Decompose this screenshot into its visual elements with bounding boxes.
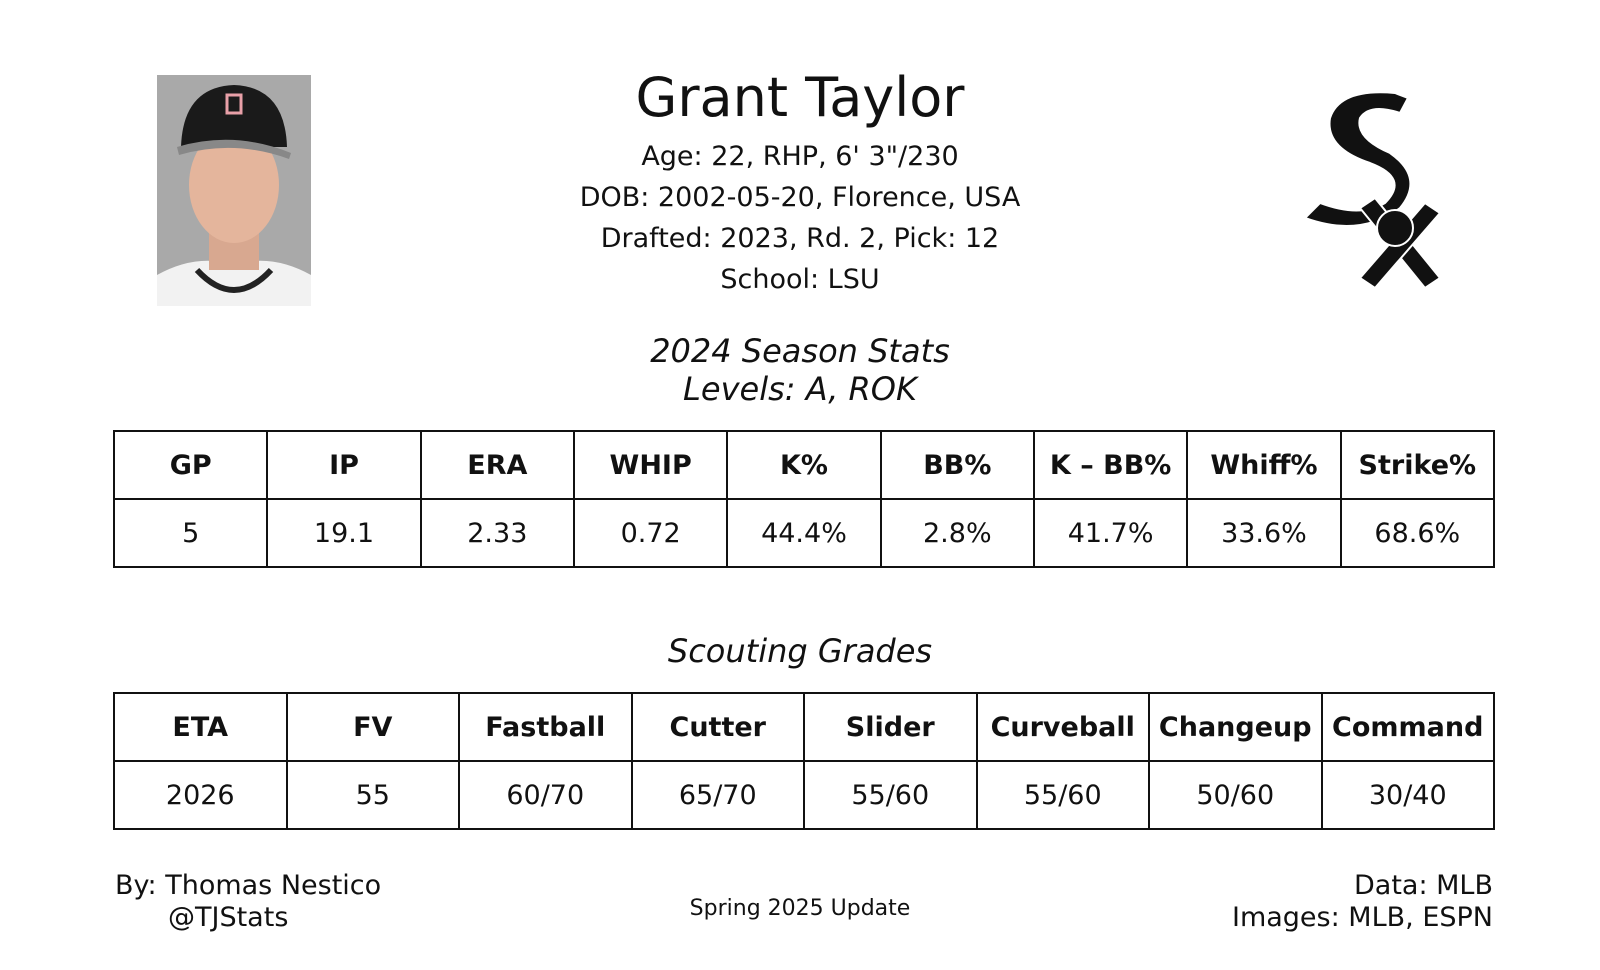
header-cell: FV bbox=[285, 692, 460, 762]
section-title: 2024 Season Stats bbox=[650, 332, 950, 370]
header-cell: IP bbox=[266, 430, 422, 500]
header-cell: ETA bbox=[113, 692, 288, 762]
team-logo bbox=[1303, 91, 1442, 290]
header-row: GP IP ERA WHIP K% BB% K – BB% Whiff% Strike% bbox=[112, 430, 1496, 500]
header-cell: K% bbox=[726, 430, 882, 500]
info-line: Age: 22, RHP, 6' 3"/230 bbox=[641, 141, 959, 172]
header-cell: GP bbox=[112, 430, 269, 500]
data-cell: 33.6% bbox=[1186, 498, 1342, 568]
image-source: Images: MLB, ESPN bbox=[1231, 902, 1493, 933]
data-cell: 60/70 bbox=[458, 760, 633, 830]
header-cell: Changeup bbox=[1148, 692, 1323, 762]
data-cell: 41.7% bbox=[1032, 498, 1189, 568]
data-cell: 2026 bbox=[113, 760, 288, 830]
header-cell: BB% bbox=[879, 430, 1035, 500]
data-source: Data: MLB bbox=[1353, 870, 1493, 901]
header-cell: K – BB% bbox=[1032, 430, 1189, 500]
author: By: Thomas Nestico bbox=[115, 870, 382, 901]
header-cell: Slider bbox=[803, 692, 978, 762]
header-cell: Cutter bbox=[630, 692, 805, 762]
data-cell: 55/60 bbox=[975, 760, 1150, 830]
data-cell: 55/60 bbox=[803, 760, 978, 830]
data-cell: 2.33 bbox=[419, 498, 575, 568]
data-cell: 19.1 bbox=[266, 498, 422, 568]
header-cell: ERA bbox=[419, 430, 575, 500]
data-cell: 44.4% bbox=[726, 498, 882, 568]
header-cell: Fastball bbox=[458, 692, 633, 762]
data-row: 2026 55 60/70 65/70 55/60 55/60 50/60 30/40 bbox=[113, 760, 1495, 830]
header-cell: WHIP bbox=[572, 430, 729, 500]
info-line: Drafted: 2023, Rd. 2, Pick: 12 bbox=[600, 223, 1000, 254]
data-cell: 0.72 bbox=[572, 498, 729, 568]
data-row: 5 19.1 2.33 0.72 44.4% 2.8% 41.7% 33.6% 68.6% bbox=[112, 498, 1496, 568]
header-row: ETA FV Fastball Cutter Slider Curveball Change… bbox=[113, 692, 1495, 762]
update-note: Spring 2025 Update bbox=[689, 896, 911, 921]
player-photo bbox=[157, 75, 311, 306]
info-line: DOB: 2002-05-20, Florence, USA bbox=[579, 182, 1021, 213]
data-cell: 50/60 bbox=[1148, 760, 1323, 830]
header-cell: Strike% bbox=[1339, 430, 1496, 500]
data-cell: 55 bbox=[285, 760, 460, 830]
levels: Levels: A, ROK bbox=[683, 370, 917, 408]
header-cell: Whiff% bbox=[1186, 430, 1342, 500]
data-cell: 65/70 bbox=[630, 760, 805, 830]
header-cell: Command bbox=[1320, 692, 1495, 762]
header-cell: Curveball bbox=[975, 692, 1150, 762]
data-cell: 68.6% bbox=[1339, 498, 1496, 568]
handle: @TJStats bbox=[168, 902, 289, 933]
info-line: School: LSU bbox=[720, 264, 880, 295]
data-cell: 2.8% bbox=[879, 498, 1035, 568]
data-cell: 5 bbox=[112, 498, 269, 568]
data-table: GP IP ERA WHIP K% BB% K – BB% Whiff% Strike% 5 19.… bbox=[112, 430, 1496, 568]
data-cell: 30/40 bbox=[1320, 760, 1495, 830]
data-table: ETA FV Fastball Cutter Slider Curveball Change… bbox=[113, 692, 1495, 830]
section-title: Scouting Grades bbox=[667, 632, 933, 670]
player-name: Grant Taylor bbox=[635, 66, 965, 129]
